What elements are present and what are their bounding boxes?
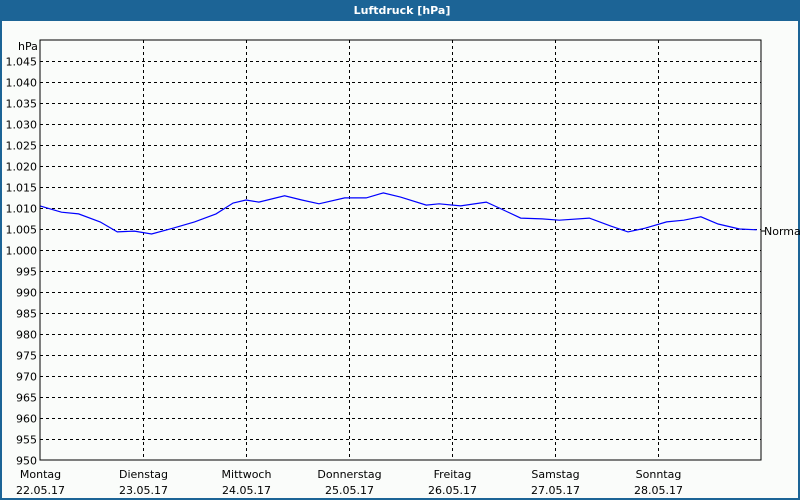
grid [40, 40, 761, 460]
x-tick-day: Sonntag [636, 468, 682, 481]
x-tick-day: Samstag [531, 468, 579, 481]
y-tick-label: 955 [16, 434, 37, 447]
x-tick-date: 25.05.17 [325, 484, 374, 497]
y-tick-label: 990 [16, 287, 37, 300]
plot-frame [39, 39, 762, 461]
y-tick-label: 950 [16, 455, 37, 468]
x-tick-day: Donnerstag [317, 468, 381, 481]
series [39, 192, 757, 235]
y-tick-label: 1.025 [6, 140, 38, 153]
x-tick-day: Montag [20, 468, 61, 481]
normal-label: Normal [764, 225, 800, 238]
y-tick-label: 980 [16, 329, 37, 342]
y-tick-label: 970 [16, 371, 37, 384]
y-axis-label: hPa [18, 40, 38, 53]
y-tick-label: 975 [16, 350, 37, 363]
y-tick-label: 1.020 [6, 161, 38, 174]
x-tick-date: 22.05.17 [16, 484, 65, 497]
y-tick-label: 995 [16, 266, 37, 279]
y-tick-label: 1.015 [6, 182, 38, 195]
y-tick-label: 1.030 [6, 119, 38, 132]
y-tick-label: 1.045 [6, 56, 38, 69]
x-tick-day: Dienstag [119, 468, 168, 481]
x-tick-date: 27.05.17 [531, 484, 580, 497]
y-tick-label: 1.005 [6, 224, 38, 237]
y-tick-label: 1.000 [6, 245, 38, 258]
x-tick-date: 28.05.17 [634, 484, 683, 497]
y-tick-label: 965 [16, 392, 37, 405]
y-tick-label: 985 [16, 308, 37, 321]
chart-title: Luftdruck [hPa] [2, 0, 800, 21]
pressure-line [39, 192, 757, 235]
x-tick-day: Mittwoch [222, 468, 272, 481]
x-tick-labels: Montag 22.05.17 Dienstag 23.05.17 Mittwoch 24… [16, 468, 683, 497]
x-tick-date: 26.05.17 [428, 484, 477, 497]
y-tick-label: 960 [16, 413, 37, 426]
x-tick-day: Freitag [434, 468, 472, 481]
y-tick-labels: 950 955 960 965 970 975 980 985 990 995 1.000 1.005… [6, 56, 38, 468]
x-tick-date: 24.05.17 [222, 484, 271, 497]
y-tick-label: 1.035 [6, 98, 38, 111]
y-tick-label: 1.010 [6, 203, 38, 216]
y-tick-label: 1.040 [6, 77, 38, 90]
x-tick-date: 23.05.17 [119, 484, 168, 497]
